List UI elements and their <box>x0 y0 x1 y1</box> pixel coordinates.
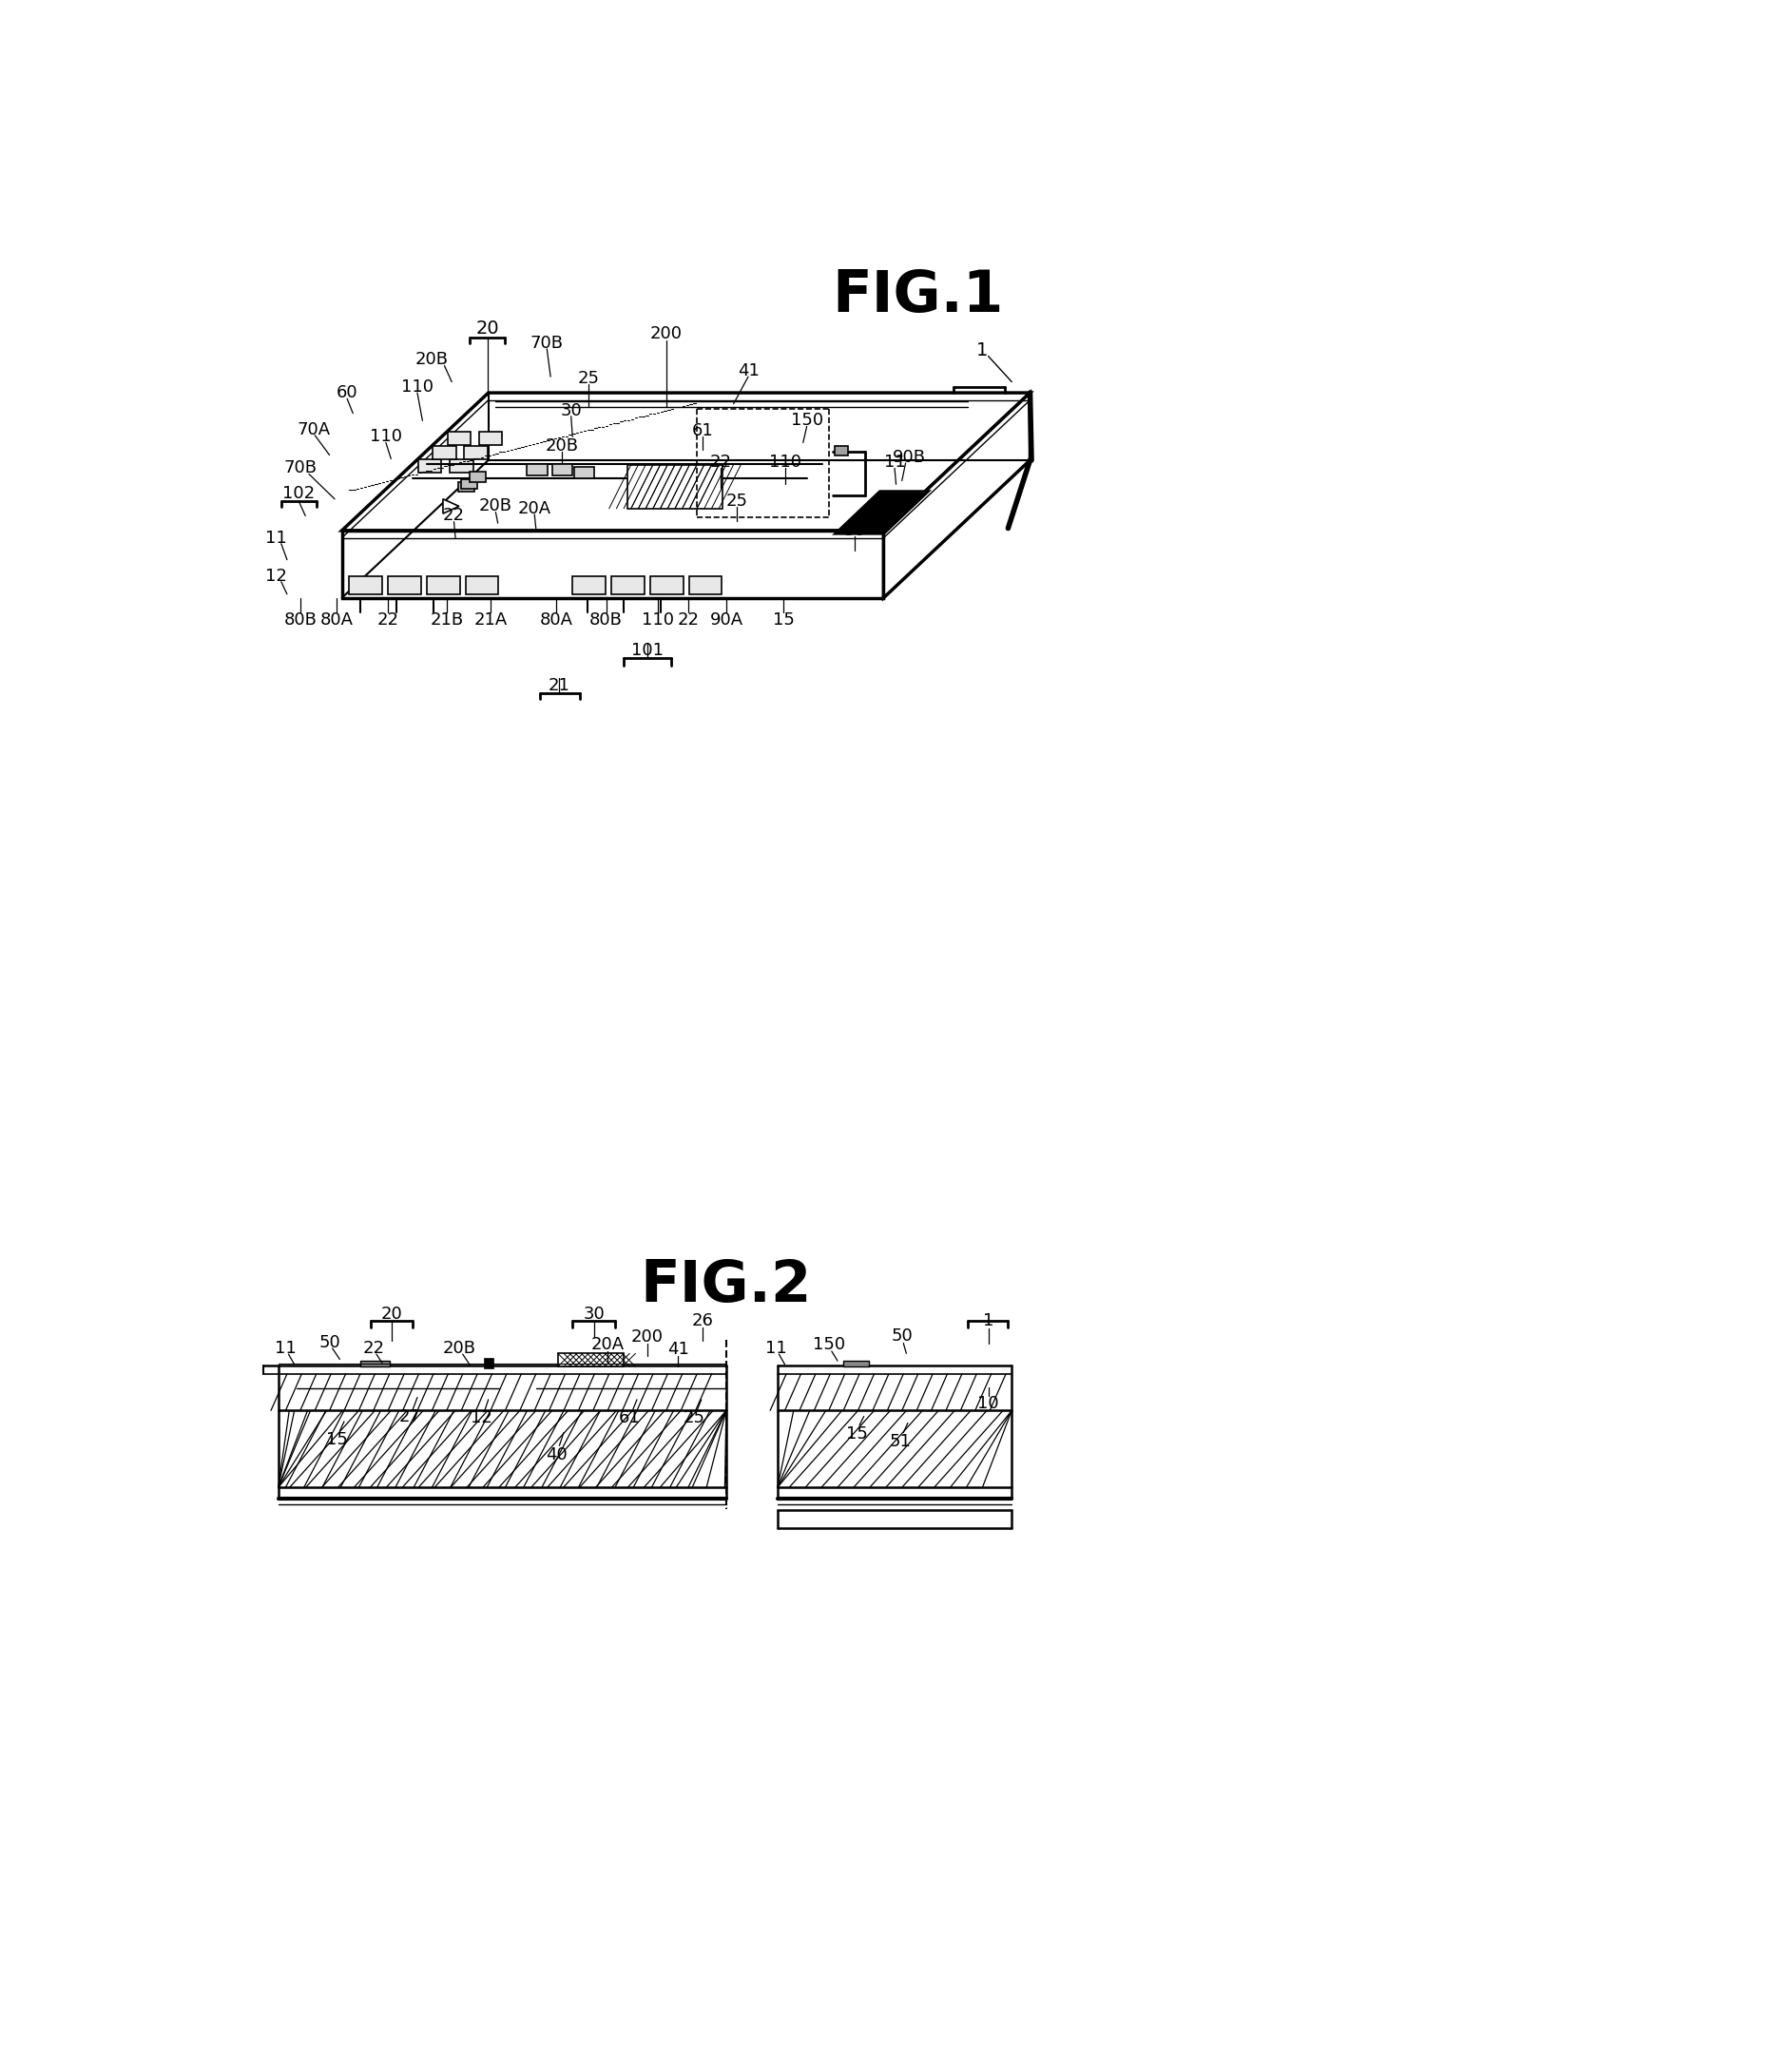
Polygon shape <box>342 392 1030 530</box>
Bar <box>688 575 722 593</box>
Text: 50: 50 <box>891 1328 912 1345</box>
Text: 20B: 20B <box>478 497 513 515</box>
Bar <box>360 1361 389 1367</box>
Text: 41: 41 <box>667 1341 688 1357</box>
Text: 110: 110 <box>642 612 674 628</box>
Text: 61: 61 <box>618 1408 640 1427</box>
Text: 20B: 20B <box>545 437 579 454</box>
Text: 21: 21 <box>548 677 570 694</box>
Text: 110: 110 <box>369 429 401 446</box>
Polygon shape <box>470 472 486 482</box>
Text: 101: 101 <box>631 643 663 659</box>
Text: 22: 22 <box>443 507 464 524</box>
Polygon shape <box>573 468 595 478</box>
Polygon shape <box>432 446 457 460</box>
Text: 22: 22 <box>710 454 731 470</box>
Text: 20A: 20A <box>518 501 552 517</box>
Text: 110: 110 <box>401 378 434 396</box>
Text: 61: 61 <box>692 423 713 439</box>
Text: 41: 41 <box>737 361 760 380</box>
Polygon shape <box>443 499 459 513</box>
Text: 12: 12 <box>265 567 287 585</box>
Text: 200: 200 <box>631 1328 663 1347</box>
Text: 70A: 70A <box>297 421 330 437</box>
Text: 22: 22 <box>376 612 400 628</box>
Text: 12: 12 <box>471 1408 493 1427</box>
Text: 1: 1 <box>977 341 989 359</box>
Bar <box>426 575 461 593</box>
Text: 15: 15 <box>846 1425 867 1443</box>
Text: 30: 30 <box>582 1306 604 1322</box>
Polygon shape <box>461 478 477 489</box>
Text: 11: 11 <box>265 530 287 546</box>
Text: 70B: 70B <box>283 460 317 476</box>
Text: 60: 60 <box>337 384 358 400</box>
Text: 80B: 80B <box>283 612 317 628</box>
Text: 21A: 21A <box>473 612 507 628</box>
Text: 40: 40 <box>545 1445 568 1464</box>
Text: 51: 51 <box>889 1433 912 1449</box>
Bar <box>466 575 498 593</box>
Bar <box>349 575 382 593</box>
Text: 25: 25 <box>726 493 747 509</box>
Text: 30: 30 <box>561 402 582 419</box>
Polygon shape <box>478 431 502 446</box>
Text: 25: 25 <box>683 1408 704 1427</box>
Polygon shape <box>448 431 471 446</box>
Bar <box>650 575 683 593</box>
Bar <box>572 575 606 593</box>
Text: 15: 15 <box>326 1431 348 1449</box>
Bar <box>627 464 722 509</box>
Polygon shape <box>418 460 441 472</box>
Text: 11: 11 <box>883 454 905 470</box>
Text: 22: 22 <box>362 1341 383 1357</box>
Text: FIG.2: FIG.2 <box>640 1258 812 1314</box>
Bar <box>835 446 848 456</box>
Text: FIG.1: FIG.1 <box>831 269 1004 324</box>
Polygon shape <box>883 392 1030 597</box>
Text: 15: 15 <box>772 612 794 628</box>
Text: 20: 20 <box>477 320 500 337</box>
Polygon shape <box>552 464 572 476</box>
Bar <box>844 1361 869 1367</box>
Text: 150: 150 <box>812 1337 846 1353</box>
Bar <box>389 575 421 593</box>
Text: 20A: 20A <box>591 1337 624 1353</box>
Bar <box>611 575 645 593</box>
Text: 20B: 20B <box>416 351 448 367</box>
Text: 150: 150 <box>790 413 823 429</box>
Text: 20B: 20B <box>443 1341 475 1357</box>
Text: 27: 27 <box>400 1408 421 1425</box>
Text: 22: 22 <box>677 612 699 628</box>
Polygon shape <box>459 482 475 493</box>
Text: 11: 11 <box>274 1341 296 1357</box>
Text: 80B: 80B <box>590 612 624 628</box>
Text: 70B: 70B <box>530 335 563 351</box>
Text: 80A: 80A <box>539 612 573 628</box>
Polygon shape <box>342 530 883 597</box>
Text: 200: 200 <box>650 326 683 343</box>
Text: 90A: 90A <box>710 612 744 628</box>
Text: 11: 11 <box>765 1341 787 1357</box>
Polygon shape <box>450 460 473 472</box>
Bar <box>557 1353 624 1367</box>
Text: 50: 50 <box>319 1334 340 1351</box>
Text: 1: 1 <box>982 1312 995 1330</box>
Polygon shape <box>837 491 928 534</box>
Polygon shape <box>464 446 487 460</box>
Text: 80A: 80A <box>321 612 353 628</box>
Text: 102: 102 <box>283 485 315 503</box>
Text: 50: 50 <box>844 521 866 540</box>
Text: 110: 110 <box>769 454 801 470</box>
Text: 21B: 21B <box>430 612 464 628</box>
Text: 10: 10 <box>978 1394 1000 1412</box>
Bar <box>484 1359 493 1367</box>
Text: 90B: 90B <box>892 450 926 466</box>
Text: 26: 26 <box>692 1312 713 1330</box>
Polygon shape <box>527 464 548 476</box>
Text: 25: 25 <box>577 370 600 386</box>
Text: 20: 20 <box>382 1306 403 1322</box>
